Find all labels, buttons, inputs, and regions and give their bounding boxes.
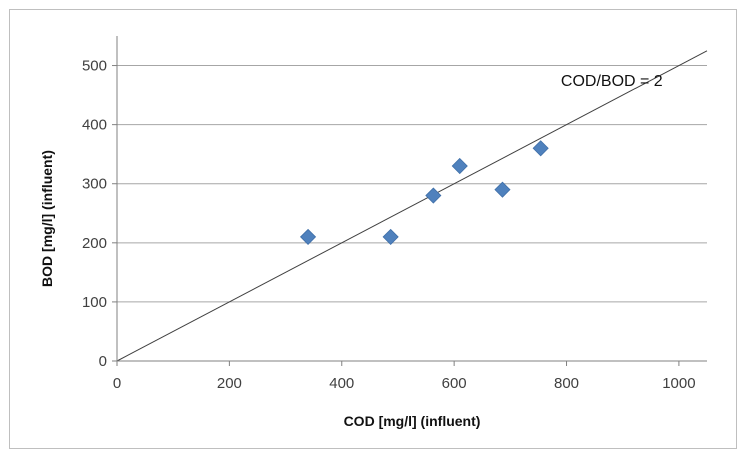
y-axis-title: BOD [mg/l] (influent) xyxy=(39,150,55,287)
x-tick-label-800: 800 xyxy=(554,375,579,392)
x-tick-label-1000: 1000 xyxy=(662,375,695,392)
x-tick-label-0: 0 xyxy=(113,375,121,392)
data-points xyxy=(299,140,549,245)
data-point-0-5 xyxy=(532,140,549,157)
x-tick-label-400: 400 xyxy=(329,375,354,392)
cod-bod-ratio-line xyxy=(116,50,708,362)
data-point-0-4 xyxy=(494,181,511,198)
x-axis: 0 200 400 600 800 1000 xyxy=(113,360,707,392)
chart-frame xyxy=(9,9,737,449)
y-tick-label-400: 400 xyxy=(82,117,107,134)
x-tick-label-200: 200 xyxy=(217,375,242,392)
y-tick-label-500: 500 xyxy=(82,58,107,75)
y-axis: 0 100 200 300 400 500 xyxy=(82,36,118,370)
y-tick-label-300: 300 xyxy=(82,176,107,193)
y-tick-label-0: 0 xyxy=(99,353,107,370)
y-tick-label-200: 200 xyxy=(82,235,107,252)
data-point-0-3 xyxy=(451,157,468,175)
data-point-0-1 xyxy=(382,228,399,245)
x-tick-label-600: 600 xyxy=(442,375,467,392)
y-tick-label-100: 100 xyxy=(82,294,107,311)
ratio-annotation: COD/BOD = 2 xyxy=(561,73,663,90)
x-axis-title: COD [mg/l] (influent) xyxy=(344,413,481,429)
data-point-0-2 xyxy=(425,187,442,204)
data-point-0-0 xyxy=(299,228,317,245)
grid-lines xyxy=(117,65,707,303)
